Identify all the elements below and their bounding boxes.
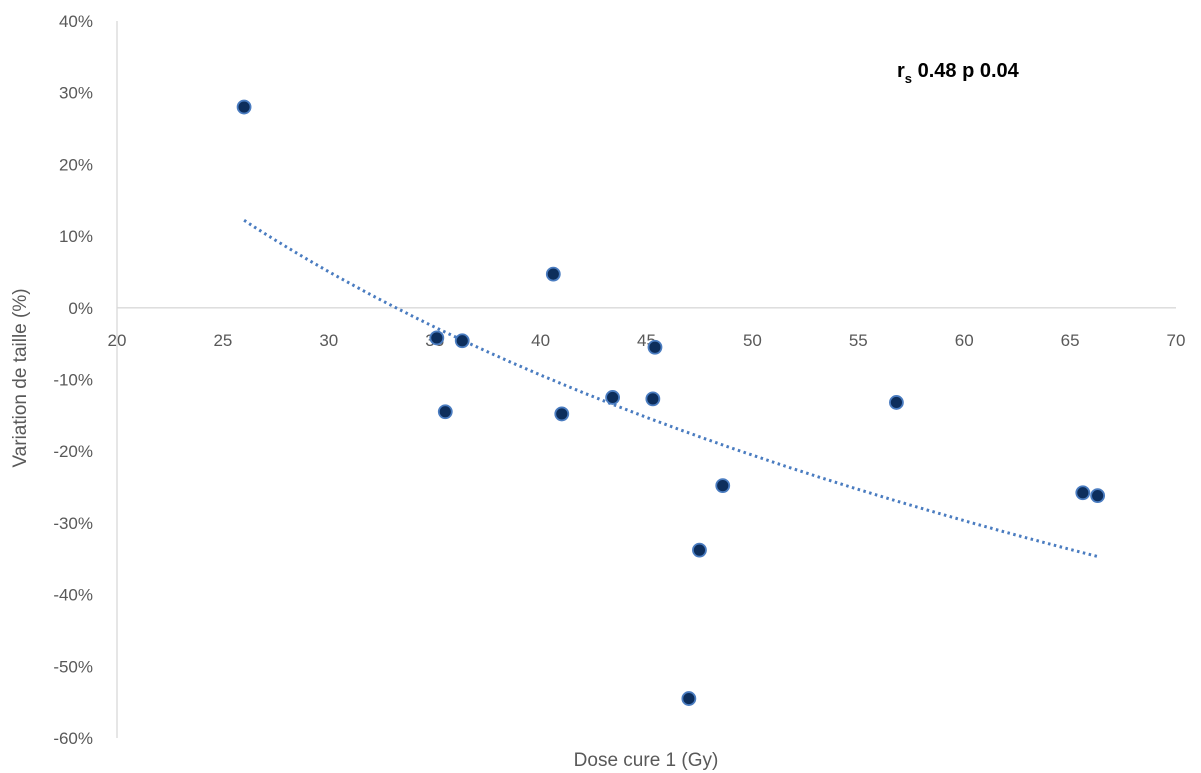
y-tick-label: -10% — [53, 371, 93, 390]
x-tick-label: 70 — [1167, 331, 1186, 350]
y-tick-label: -60% — [53, 729, 93, 748]
x-tick-label: 40 — [531, 331, 550, 350]
data-point — [437, 404, 453, 420]
trendline-path — [243, 219, 1098, 558]
y-tick-label: -40% — [53, 586, 93, 605]
x-tick-label: 65 — [1061, 331, 1080, 350]
data-point — [545, 266, 561, 282]
y-tick-label: 0% — [68, 299, 93, 318]
y-axis: 40% 30% 20% 10% 0% -10% -20% -30% -40% -50% -60% — [53, 12, 118, 748]
annotation-subscript: s — [905, 71, 912, 86]
data-point — [889, 395, 904, 410]
correlation-annotation: rs 0.48 p 0.04 — [897, 60, 1020, 86]
data-point — [1090, 488, 1106, 504]
data-point — [681, 691, 697, 706]
data-point — [605, 390, 621, 405]
data-point — [454, 333, 470, 349]
data-point — [429, 330, 445, 346]
x-tick-label: 50 — [743, 331, 762, 350]
data-point — [554, 406, 570, 422]
data-points — [236, 99, 1106, 706]
x-tick-label: 30 — [319, 331, 338, 350]
x-axis: 2025303540455055606570 — [108, 307, 1186, 350]
x-tick-label: 20 — [108, 331, 127, 350]
y-tick-label: -30% — [53, 514, 93, 533]
data-point — [645, 391, 661, 407]
data-point — [647, 339, 663, 355]
data-point — [692, 542, 707, 558]
data-point — [236, 99, 252, 115]
x-axis-title: Dose cure 1 (Gy) — [574, 750, 719, 771]
y-axis-title: Variation de taille (%) — [10, 288, 31, 467]
annotation-r: r — [897, 60, 905, 82]
data-point — [1075, 485, 1091, 501]
x-tick-label: 25 — [213, 331, 232, 350]
y-tick-label: 30% — [59, 84, 93, 103]
y-tick-label: -20% — [53, 442, 93, 461]
annotation-stats: 0.48 p 0.04 — [912, 60, 1020, 82]
x-tick-label: 55 — [849, 331, 868, 350]
data-point — [715, 478, 731, 494]
y-tick-label: 40% — [59, 12, 93, 31]
trendline — [243, 219, 1098, 558]
y-tick-label: 10% — [59, 227, 93, 246]
x-tick-label: 60 — [955, 331, 974, 350]
y-tick-label: 20% — [59, 155, 93, 174]
y-tick-label: -50% — [53, 657, 93, 676]
